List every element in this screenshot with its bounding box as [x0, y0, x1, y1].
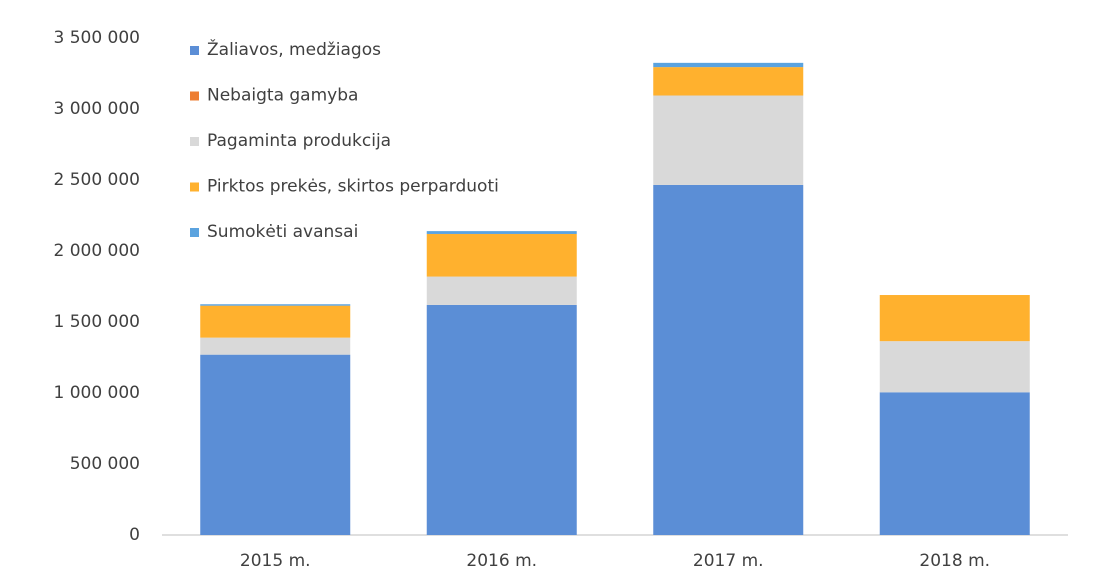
bar-segment [426, 304, 577, 535]
y-tick-label: 2 500 000 [53, 170, 140, 190]
bar-segment [653, 62, 804, 68]
legend-swatch [190, 137, 199, 146]
bar-segment [200, 354, 351, 535]
legend-swatch [190, 182, 199, 192]
y-tick-label: 500 000 [70, 454, 140, 474]
bar-segment [653, 67, 804, 96]
y-tick-label: 1 000 000 [53, 383, 140, 403]
y-tick-label: 1 500 000 [53, 312, 140, 332]
y-tick-label: 3 000 000 [53, 99, 140, 119]
bar-segment [653, 184, 804, 535]
x-tick-label: 2015 m. [240, 551, 311, 571]
bar-segment [426, 233, 577, 277]
bar-segment [200, 304, 351, 306]
bar-segment [200, 305, 351, 338]
legend-label: Sumokėti avansai [207, 222, 358, 242]
y-tick-label: 2 000 000 [53, 241, 140, 261]
legend-label: Žaliavos, medžiagos [207, 38, 381, 60]
bar-segment [200, 337, 351, 355]
bar-segment [879, 295, 1030, 342]
bar-segment [426, 231, 577, 234]
bar-segment [653, 95, 804, 185]
x-tick-label: 2017 m. [693, 551, 764, 571]
legend-label: Pirktos prekės, skirtos perparduoti [207, 177, 499, 197]
x-tick-label: 2018 m. [919, 551, 990, 571]
legend-label: Nebaigta gamyba [207, 86, 358, 106]
y-tick-label: 0 [129, 525, 140, 545]
legend-swatch [190, 91, 199, 101]
y-tick-label: 3 500 000 [53, 28, 140, 48]
bar-segment [879, 392, 1030, 535]
legend-swatch [190, 46, 199, 55]
bar-segment [879, 341, 1030, 393]
legend-label: Pagaminta produkcija [207, 131, 391, 151]
bar-segment [426, 276, 577, 305]
legend-swatch [190, 228, 199, 237]
x-tick-label: 2016 m. [466, 551, 537, 571]
